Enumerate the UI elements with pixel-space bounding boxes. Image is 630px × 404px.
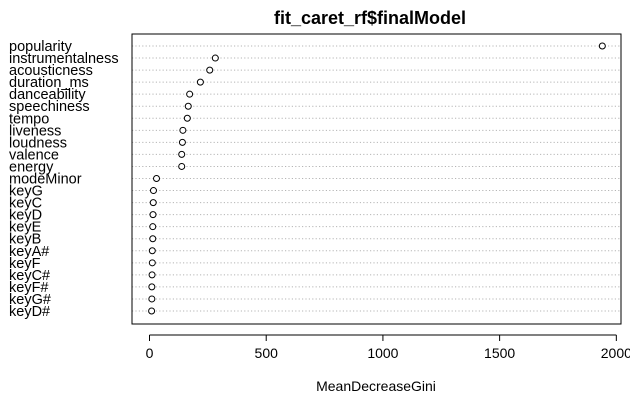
y-label-4: danceability	[9, 87, 86, 103]
data-point-21	[148, 295, 156, 303]
y-label-22: keyD#	[9, 304, 50, 320]
y-label-10: energy	[9, 159, 54, 175]
data-point-19	[148, 271, 156, 279]
x-axis: 0 500 1000 1500 2000	[146, 334, 630, 361]
data-point-1	[211, 54, 219, 62]
y-label-1: instrumentalness	[9, 51, 119, 67]
data-point-13	[149, 199, 157, 207]
y-label-19: keyC#	[9, 268, 50, 284]
data-point-6	[183, 114, 191, 122]
data-point-15	[149, 223, 157, 231]
y-label-9: valence	[9, 147, 59, 163]
data-point-18	[148, 259, 156, 267]
data-point-4	[186, 90, 194, 98]
y-label-3: duration_ms	[9, 75, 89, 91]
x-axis-label: MeanDecreaseGini	[316, 378, 436, 394]
y-label-11: modeMinor	[9, 172, 82, 188]
y-label-5: speechiness	[9, 99, 90, 115]
data-point-8	[178, 138, 186, 146]
x-tick-label-4: 2000	[601, 345, 630, 361]
y-label-14: keyD	[9, 208, 42, 224]
chart-title: fit_caret_rf$finalModel	[274, 8, 466, 28]
data-point-17	[148, 247, 156, 255]
data-point-11	[153, 175, 161, 182]
y-label-2: acousticness	[9, 63, 93, 79]
data-point-2	[206, 66, 214, 74]
y-label-15: keyE	[9, 220, 42, 236]
data-point-9	[178, 150, 186, 158]
y-label-8: loudness	[9, 135, 67, 151]
data-point-12	[149, 187, 157, 195]
y-label-6: tempo	[9, 111, 49, 127]
y-label-13: keyC	[9, 196, 42, 212]
y-label-7: liveness	[9, 123, 61, 139]
x-tick-label-2: 1000	[367, 345, 398, 361]
data-point-10	[178, 162, 186, 170]
y-label-0: popularity	[9, 39, 73, 55]
data-points	[148, 42, 606, 315]
data-point-5	[184, 102, 192, 110]
y-label-21: keyG#	[9, 292, 51, 308]
data-point-14	[149, 211, 157, 219]
data-point-16	[149, 235, 157, 243]
y-labels: popularityinstrumentalnessacousticnessdu…	[9, 39, 119, 320]
y-label-12: keyG	[9, 184, 43, 200]
data-point-3	[196, 78, 204, 86]
data-point-0	[598, 42, 606, 50]
y-label-16: keyB	[9, 232, 41, 248]
data-point-22	[148, 307, 156, 315]
guide-lines	[132, 45, 621, 312]
x-tick-label-3: 1500	[484, 345, 515, 361]
plot-frame	[131, 33, 622, 325]
y-label-20: keyF#	[9, 280, 49, 296]
y-label-17: keyA#	[9, 244, 49, 260]
y-label-18: keyF	[9, 256, 41, 272]
data-point-20	[148, 283, 156, 291]
data-point-7	[179, 126, 187, 134]
x-tick-label-0: 0	[146, 345, 154, 361]
x-tick-label-1: 500	[255, 345, 279, 361]
